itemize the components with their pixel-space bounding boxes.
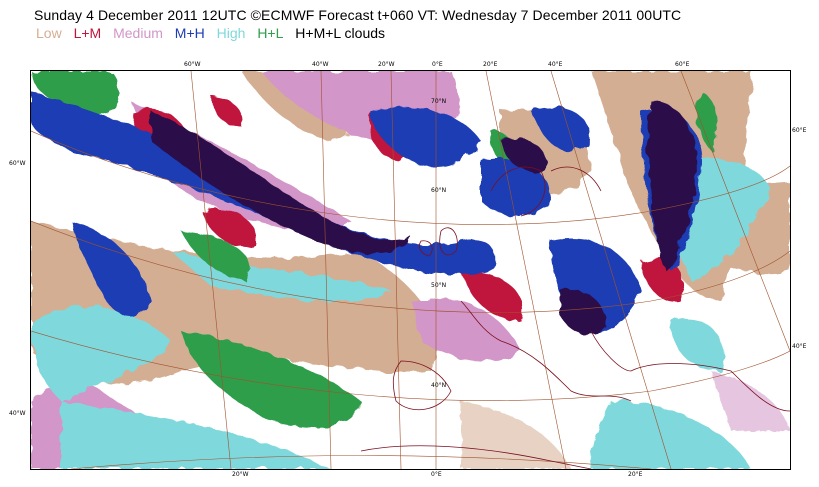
all-cloud-core bbox=[501, 138, 547, 173]
medium-high-band bbox=[531, 107, 591, 151]
lat-label: 70°N bbox=[431, 98, 446, 105]
all-cloud-core bbox=[151, 111, 411, 254]
legend-medium-high: M+H bbox=[174, 25, 205, 41]
medium-cloud-area bbox=[411, 298, 521, 362]
cloud-legend: Low L+M Medium M+H High H+L H+M+L clouds bbox=[36, 25, 393, 41]
top-lon-label: 60°E bbox=[675, 61, 690, 68]
medium-high-band bbox=[371, 107, 481, 167]
lat-label: 60°N bbox=[431, 187, 446, 194]
cloud-layers bbox=[31, 71, 790, 469]
bottom-lon-label: 0°E bbox=[431, 471, 442, 478]
legend-medium: Medium bbox=[113, 25, 163, 41]
map-title: Sunday 4 December 2011 12UTC ©ECMWF Fore… bbox=[34, 7, 682, 23]
legend-low: Low bbox=[36, 25, 62, 41]
legend-high: High bbox=[216, 25, 246, 41]
legend-all-clouds: H+M+L clouds bbox=[295, 25, 386, 41]
top-lon-label: 20°W bbox=[378, 61, 395, 68]
low-medium-cloud-area bbox=[641, 258, 684, 302]
lat-label: 40°N bbox=[431, 382, 446, 389]
graticule bbox=[31, 71, 790, 469]
medium-high-band bbox=[481, 158, 551, 216]
high-low-cloud-area bbox=[181, 331, 361, 427]
left-lon-label: 60°W bbox=[9, 160, 26, 167]
coastlines bbox=[360, 166, 790, 469]
low-medium-cloud-area bbox=[201, 208, 257, 247]
legend-low-medium: L+M bbox=[73, 25, 102, 41]
high-cloud-area bbox=[671, 319, 724, 371]
medium-high-band bbox=[71, 221, 151, 316]
top-lon-label: 20°E bbox=[483, 61, 498, 68]
high-cloud-area bbox=[61, 401, 331, 469]
speckle-texture bbox=[461, 347, 790, 469]
medium-high-band bbox=[31, 91, 495, 275]
right-lon-label: 40°E bbox=[792, 343, 807, 350]
low-medium-cloud-area bbox=[211, 96, 242, 126]
all-cloud-core bbox=[647, 101, 697, 271]
high-cloud-area bbox=[31, 306, 171, 401]
high-low-cloud-area bbox=[31, 71, 120, 114]
right-lon-label: 60°E bbox=[792, 127, 807, 134]
top-lon-label: 60°W bbox=[184, 61, 201, 68]
top-lon-label: 40°W bbox=[312, 61, 329, 68]
high-low-cloud-area bbox=[695, 91, 718, 151]
left-lon-label: 40°W bbox=[9, 410, 26, 417]
bottom-lon-label: 20°W bbox=[232, 471, 249, 478]
high-cloud-area bbox=[591, 401, 751, 469]
top-lon-label: 0°E bbox=[432, 61, 443, 68]
cloud-cover-map: 70°N 60°N 50°N 40°N bbox=[30, 70, 791, 470]
high-low-cloud-area bbox=[181, 231, 250, 281]
all-cloud-core bbox=[561, 290, 606, 335]
top-lon-label: 40°E bbox=[548, 61, 563, 68]
legend-high-low: H+L bbox=[257, 25, 284, 41]
bottom-lon-label: 20°E bbox=[628, 471, 643, 478]
low-medium-cloud-area bbox=[461, 271, 523, 321]
lat-label: 50°N bbox=[431, 282, 446, 289]
